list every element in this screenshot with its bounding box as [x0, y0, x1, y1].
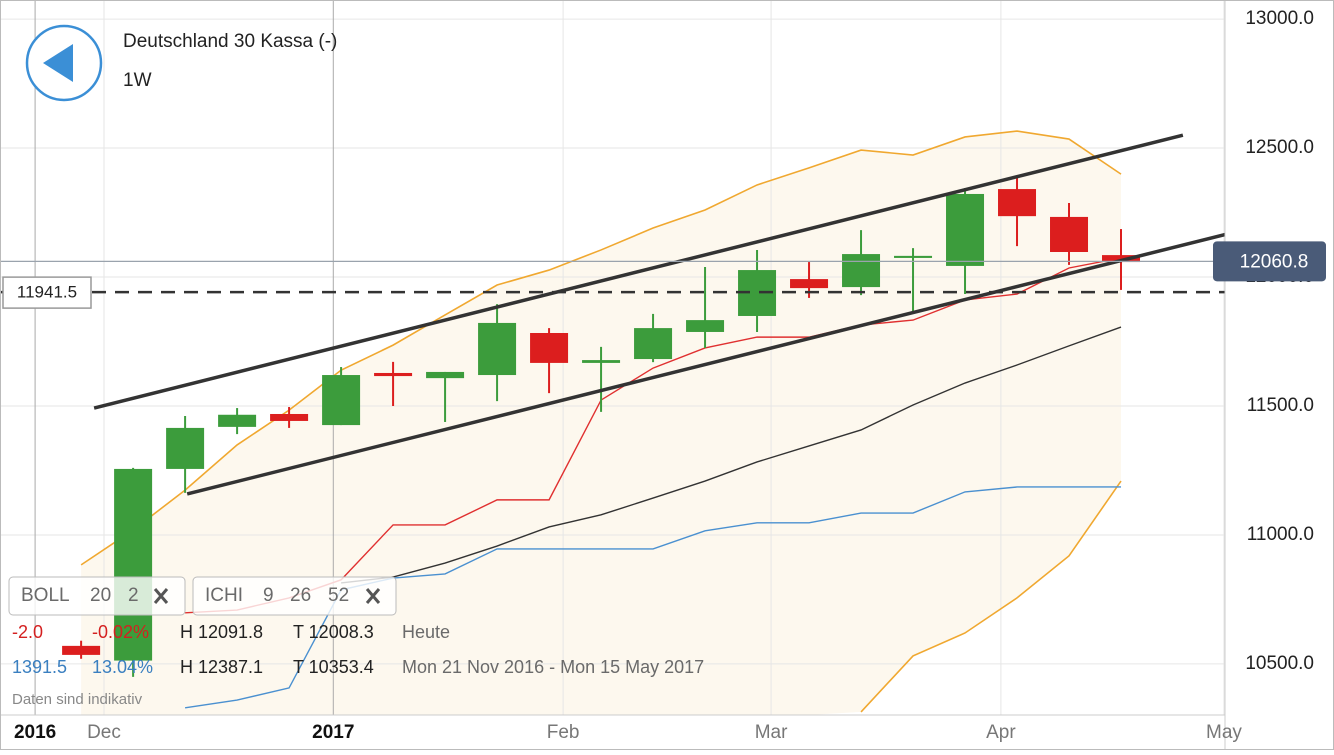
back-button[interactable]: [25, 24, 103, 102]
candle-body: [946, 193, 985, 266]
indicator-name: BOLL: [21, 585, 70, 606]
candle-body: [842, 254, 881, 288]
last-price-box: [1213, 241, 1326, 282]
y-tick-label: 10500.0: [1245, 653, 1314, 674]
indicator-param: 2: [128, 585, 139, 606]
percent: -0.02%: [92, 622, 149, 642]
y-tick-label: 11500.0: [1247, 395, 1314, 416]
period: Heute: [402, 622, 450, 642]
indicator-param: 9: [263, 585, 274, 606]
x-tick-label: 2016: [14, 722, 56, 743]
pill-bg[interactable]: [8, 576, 186, 616]
indicator-line: [341, 326, 1122, 584]
candle-body: [322, 375, 361, 426]
remove-icon[interactable]: [153, 588, 169, 604]
pill-bg[interactable]: [192, 576, 397, 616]
candle-body: [114, 468, 153, 661]
y-tick-label: 12500.0: [1245, 137, 1314, 158]
candle-body: [530, 332, 569, 363]
band-upper: [80, 130, 1122, 566]
candle-body: [894, 255, 933, 258]
candle-body: [998, 189, 1037, 217]
candle-body: [582, 360, 621, 363]
indicator-param: 26: [290, 585, 311, 606]
interval: 1W: [123, 70, 152, 91]
x-tick-label: 2017: [312, 722, 354, 743]
candle-body: [426, 371, 465, 379]
x-tick-label: Dec: [87, 722, 121, 743]
low: T 10353.4: [293, 657, 374, 677]
last-price-label: 12060.8: [1240, 251, 1309, 272]
y-tick-label: 11000.0: [1247, 524, 1314, 545]
candle-body: [1050, 216, 1089, 253]
candle-body: [374, 372, 413, 377]
high: H 12387.1: [180, 657, 263, 677]
indicator-pill[interactable]: ICHI 9 26 52: [192, 576, 397, 616]
x-tick-label: Apr: [986, 722, 1016, 743]
x-tick-label: May: [1206, 722, 1242, 743]
candle-body: [62, 645, 101, 655]
high: H 12091.8: [180, 622, 263, 642]
instrument-title: Deutschland 30 Kassa (-): [123, 31, 337, 52]
x-tick-label: Mar: [755, 722, 788, 743]
level-label: 11941.5: [17, 283, 77, 302]
candle-body: [790, 279, 829, 289]
candle-body: [686, 320, 725, 332]
band-lower: [860, 480, 1122, 713]
x-tick-label: Feb: [547, 722, 580, 743]
indicator-pill[interactable]: BOLL 20 2: [8, 576, 186, 616]
change: -2.0: [12, 622, 43, 642]
trendline: [186, 232, 1225, 496]
plot-area: [0, 0, 1225, 715]
change: 1391.5: [12, 657, 67, 677]
level-box: [2, 276, 92, 309]
candle-body: [270, 413, 309, 421]
disclaimer: Daten sind indikativ: [12, 691, 143, 708]
candle-body: [1102, 255, 1141, 263]
candle-body: [478, 322, 517, 376]
indicator-param: 52: [328, 585, 349, 606]
indicator-name: ICHI: [205, 585, 243, 606]
candle-body: [218, 414, 257, 427]
indicator-param: 20: [90, 585, 111, 606]
remove-icon[interactable]: [365, 588, 381, 604]
y-tick-label: 13000.0: [1245, 8, 1314, 29]
low: T 12008.3: [293, 622, 374, 642]
trendline: [93, 133, 1184, 410]
axes: 10500.011000.011500.012000.012500.013000…: [2, 8, 1326, 743]
period: Mon 21 Nov 2016 - Mon 15 May 2017: [402, 657, 704, 677]
percent: 13.04%: [92, 657, 153, 677]
back-arrow[interactable]: [43, 44, 73, 82]
candle-body: [634, 328, 673, 360]
candle-body: [166, 427, 205, 469]
